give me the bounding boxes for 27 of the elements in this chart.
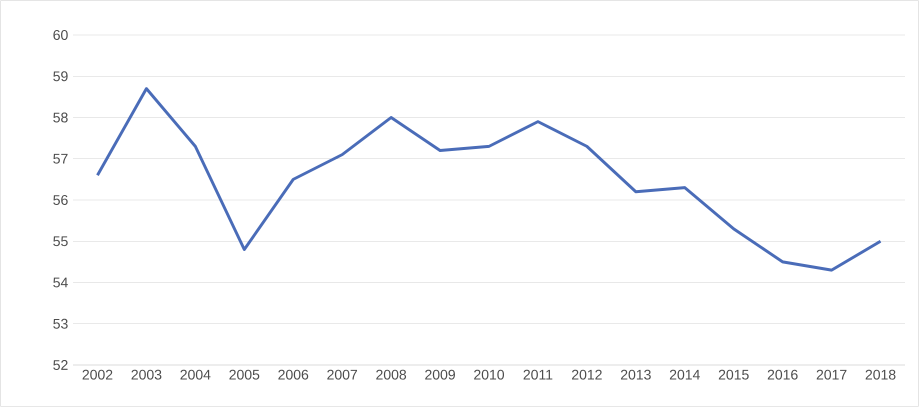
x-tick-label: 2012 — [572, 370, 602, 380]
x-tick-label: 2003 — [132, 370, 162, 380]
x-tick-label: 2008 — [376, 370, 406, 380]
y-tick-label: 60 — [53, 30, 68, 40]
line-series — [96, 87, 882, 272]
x-tick-label: 2018 — [866, 370, 896, 380]
y-tick-label: 59 — [53, 71, 68, 82]
x-tick-label: 2005 — [229, 370, 260, 380]
x-tick-label: 2014 — [670, 370, 700, 380]
y-tick-label: 53 — [53, 318, 68, 329]
y-tick-label: 54 — [53, 278, 68, 288]
x-tick-label: 2013 — [620, 370, 651, 380]
x-tick-label: 2015 — [718, 370, 749, 380]
y-tick-label: 58 — [53, 112, 68, 122]
x-tick-label: 2002 — [82, 370, 112, 380]
x-tick-label: 2010 — [474, 370, 504, 380]
x-tick-label: 2011 — [524, 370, 552, 380]
x-tick-label: 2006 — [278, 370, 308, 380]
x-tick-label: 2009 — [425, 370, 455, 380]
x-tick-label: 2007 — [327, 370, 358, 380]
x-tick-label: 2017 — [816, 370, 846, 380]
x-tick-label: 2016 — [768, 370, 798, 380]
y-tick-label: 52 — [53, 360, 68, 370]
x-tick-label: 2004 — [180, 370, 210, 380]
y-tick-label: 57 — [53, 154, 68, 164]
y-tick-label: 56 — [53, 195, 68, 205]
y-tick-label: 55 — [53, 236, 68, 246]
